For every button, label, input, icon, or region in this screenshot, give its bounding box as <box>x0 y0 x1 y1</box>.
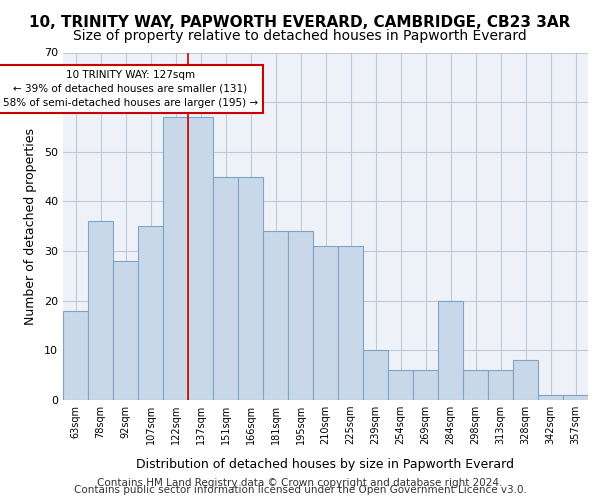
Bar <box>438 300 463 400</box>
Bar <box>88 222 113 400</box>
Bar <box>563 395 588 400</box>
Bar <box>213 176 238 400</box>
Bar <box>513 360 538 400</box>
Text: 10, TRINITY WAY, PAPWORTH EVERARD, CAMBRIDGE, CB23 3AR: 10, TRINITY WAY, PAPWORTH EVERARD, CAMBR… <box>29 15 571 30</box>
Bar <box>63 310 88 400</box>
Bar <box>163 117 188 400</box>
Text: Contains HM Land Registry data © Crown copyright and database right 2024.: Contains HM Land Registry data © Crown c… <box>97 478 503 488</box>
Bar <box>188 117 213 400</box>
Bar <box>538 395 563 400</box>
Text: Contains public sector information licensed under the Open Government Licence v3: Contains public sector information licen… <box>74 485 526 495</box>
Bar <box>238 176 263 400</box>
Bar <box>363 350 388 400</box>
Bar <box>388 370 413 400</box>
X-axis label: Distribution of detached houses by size in Papworth Everard: Distribution of detached houses by size … <box>137 458 515 471</box>
Bar <box>313 246 338 400</box>
Bar <box>263 231 288 400</box>
Bar <box>138 226 163 400</box>
Bar <box>288 231 313 400</box>
Bar <box>338 246 363 400</box>
Text: Size of property relative to detached houses in Papworth Everard: Size of property relative to detached ho… <box>73 29 527 43</box>
Bar <box>413 370 438 400</box>
Bar <box>463 370 488 400</box>
Y-axis label: Number of detached properties: Number of detached properties <box>24 128 37 325</box>
Bar <box>113 261 138 400</box>
Bar <box>488 370 513 400</box>
Text: 10 TRINITY WAY: 127sqm
← 39% of detached houses are smaller (131)
58% of semi-de: 10 TRINITY WAY: 127sqm ← 39% of detached… <box>3 70 258 108</box>
